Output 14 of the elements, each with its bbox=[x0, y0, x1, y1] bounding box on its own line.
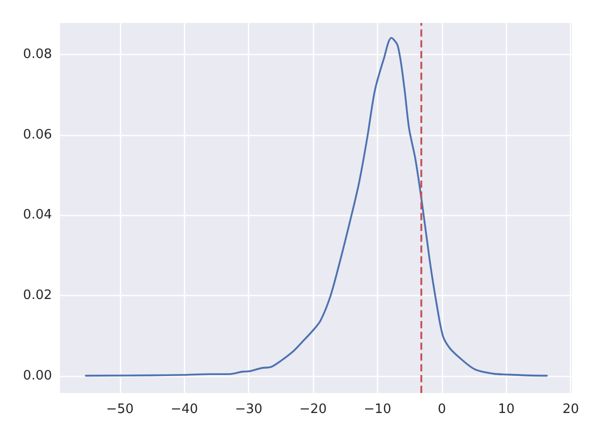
y-tick-label: 0.02 bbox=[23, 288, 52, 304]
x-tick-label: −40 bbox=[170, 402, 198, 417]
y-tick-label: 0.04 bbox=[23, 208, 52, 223]
x-tick-label: −50 bbox=[106, 402, 134, 417]
line-series bbox=[84, 36, 548, 377]
x-tick-label: 0 bbox=[438, 402, 446, 417]
y-tick-label: 0.00 bbox=[23, 368, 52, 384]
x-tick-label: 20 bbox=[562, 402, 579, 417]
x-tick-label: −10 bbox=[364, 402, 392, 417]
x-tick-label: 10 bbox=[498, 402, 515, 417]
y-tick-label: 0.08 bbox=[23, 46, 52, 62]
x-tick-label: −30 bbox=[234, 402, 262, 417]
y-tick-label: 0.06 bbox=[23, 127, 52, 142]
x-tick-label: −20 bbox=[299, 402, 327, 417]
